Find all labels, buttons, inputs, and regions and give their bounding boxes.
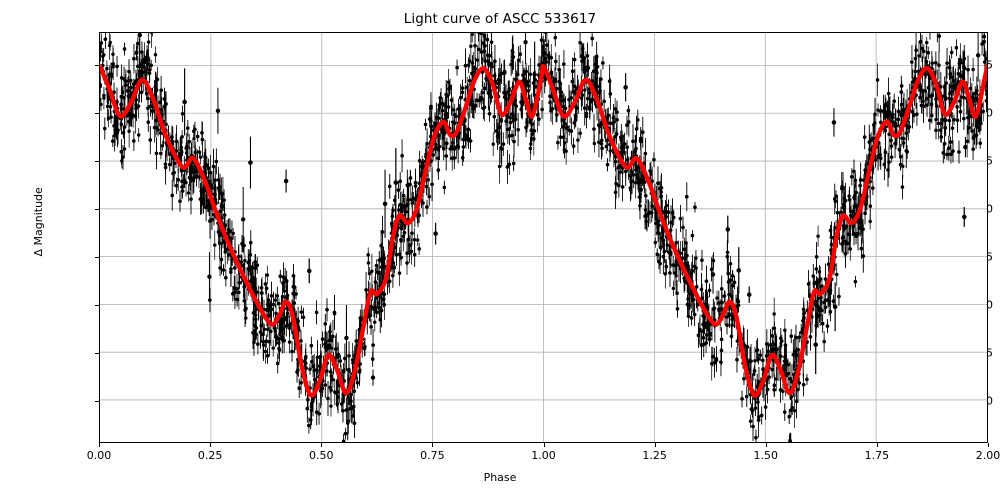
- x-axis-tick-mark: [321, 443, 323, 447]
- x-axis-tick-label: 0.75: [420, 449, 445, 462]
- x-axis-tick-label: 1.50: [753, 449, 779, 462]
- y-axis-tick-mark: [95, 400, 99, 402]
- x-axis-label: Phase: [483, 471, 517, 484]
- model-fit-curve: [100, 63, 987, 398]
- y-axis-label: Δ Magnitude: [32, 187, 46, 257]
- x-axis-tick-mark: [99, 443, 100, 447]
- x-axis-tick-label: 1.25: [642, 449, 667, 462]
- x-axis-tick-mark: [765, 443, 767, 447]
- x-axis-tick-label: 1.75: [864, 449, 890, 462]
- y-axis-tick-mark: [95, 112, 99, 114]
- y-axis-tick-mark: [95, 64, 99, 66]
- plot-area: [99, 32, 988, 443]
- y-axis-tick-mark: [95, 352, 99, 354]
- y-axis-label-holder: Δ Magnitude: [18, 0, 45, 500]
- x-axis-tick-label: 0.25: [197, 449, 223, 462]
- y-axis-tick-mark: [95, 160, 99, 162]
- x-axis-tick-mark: [988, 443, 989, 447]
- y-axis-tick-mark: [95, 304, 99, 306]
- x-axis-tick-mark: [432, 443, 434, 447]
- y-axis-tick-mark: [95, 208, 99, 210]
- x-axis-tick-label: 2.00: [975, 449, 1000, 462]
- x-axis-tick-mark: [543, 443, 545, 447]
- x-axis-tick-label: 0.50: [309, 449, 334, 462]
- y-axis-tick-mark: [95, 256, 99, 258]
- x-axis-tick-mark: [654, 443, 656, 447]
- x-axis-tick-label: 0.00: [86, 449, 112, 462]
- x-axis-tick-mark: [210, 443, 212, 447]
- page-title: Light curve of ASCC 533617: [403, 11, 597, 27]
- x-axis-tick-label: 1.00: [531, 449, 556, 462]
- x-axis-tick-mark: [876, 443, 878, 447]
